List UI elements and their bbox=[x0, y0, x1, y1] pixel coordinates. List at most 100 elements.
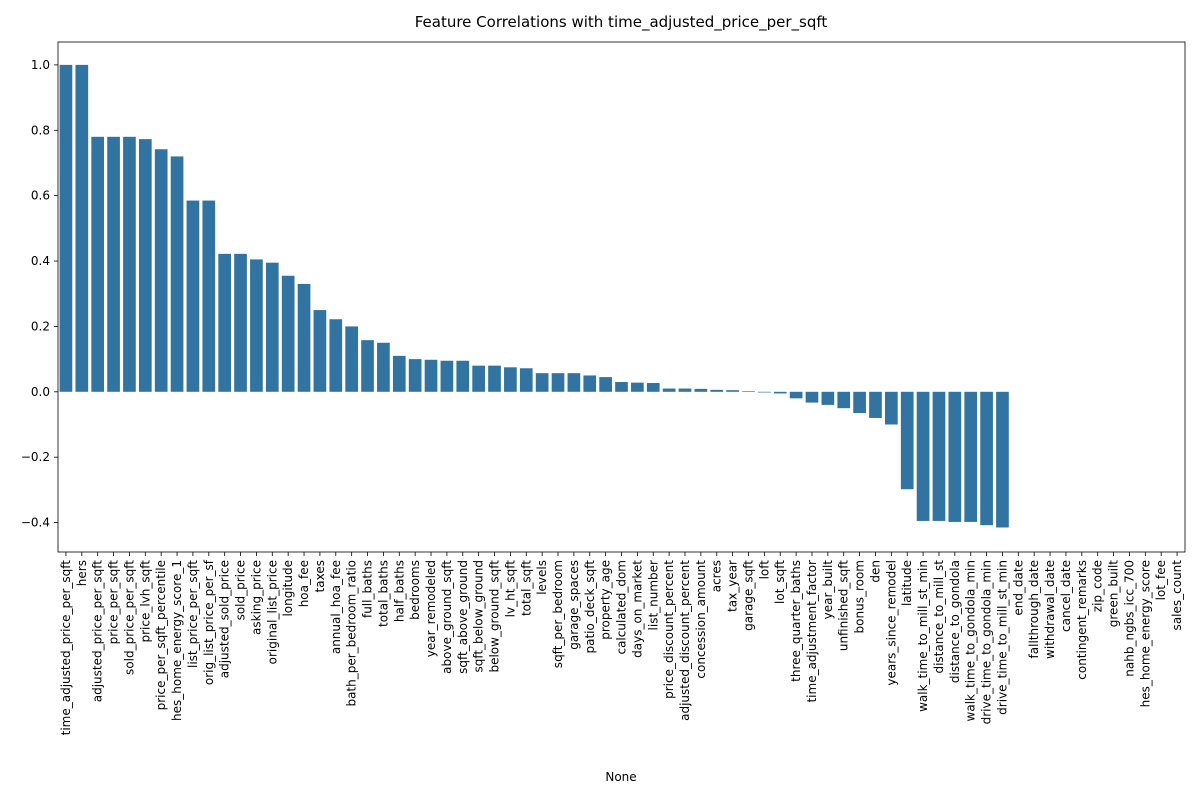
x-tick-label: sales_count bbox=[1170, 560, 1184, 631]
x-tick-label: bath_per_bedroom_ratio bbox=[345, 560, 359, 707]
bar bbox=[234, 253, 247, 392]
bar bbox=[345, 326, 359, 392]
plot-area: 1.0 0.8 0.6 0.4 0.2 0.0 −0.2 −0.4 time_adjusted_… bbox=[21, 41, 1186, 735]
x-tick-label: latitude bbox=[900, 560, 914, 606]
y-tick-label: 0.8 bbox=[31, 123, 50, 137]
bar bbox=[773, 391, 787, 394]
x-tick-label: tax_year bbox=[726, 560, 740, 612]
bar bbox=[440, 360, 454, 392]
x-tick-label: loft bbox=[757, 560, 771, 580]
x-tick-label: property_age bbox=[599, 560, 613, 640]
x-tick-label: adjusted_discount_percent bbox=[678, 560, 692, 721]
x-tick-label: unfinished_sqft bbox=[837, 560, 851, 651]
x-tick-label: drive_time_to_gondola_min bbox=[980, 560, 994, 724]
x-tick-label: half_baths bbox=[392, 560, 406, 622]
bar bbox=[107, 136, 120, 392]
bar bbox=[472, 365, 485, 392]
x-tick-label: three_quarter_baths bbox=[789, 560, 803, 682]
y-tick-label: 0.4 bbox=[31, 254, 50, 268]
bar bbox=[694, 388, 708, 392]
x-tick-label: drive_time_to_mill_st_min bbox=[995, 560, 1009, 715]
bar bbox=[313, 310, 327, 392]
x-tick-label: acres bbox=[710, 560, 724, 592]
x-tick-label: calculated_dom bbox=[615, 560, 629, 655]
x-tick-label: lot_fee bbox=[1154, 560, 1168, 600]
x-tick-label: total_sqft bbox=[519, 560, 533, 616]
x-tick-label: hes_home_energy_score_1 bbox=[170, 560, 184, 721]
x-tick-label: sqft_above_ground bbox=[456, 560, 470, 674]
x-tick-label: distance_to_gondola bbox=[948, 560, 962, 683]
bar bbox=[281, 275, 295, 392]
x-tick-label: concession_amount bbox=[694, 560, 708, 679]
x-tick-label: hers bbox=[75, 560, 89, 586]
bar bbox=[567, 373, 581, 392]
x-tick-label: fallthrough_date bbox=[1027, 560, 1041, 658]
bar bbox=[250, 259, 263, 392]
x-tick-label: green_built bbox=[1107, 560, 1121, 628]
x-tick-label: below_ground_sqft bbox=[488, 560, 502, 673]
x-tick-label: price_discount_percent bbox=[662, 560, 676, 699]
x-tick-label: list_price_per_sqft bbox=[186, 560, 200, 668]
x-tick-label: zip_code bbox=[1091, 560, 1105, 612]
x-tick-label: longitude bbox=[281, 560, 295, 617]
x-tick-label: price_lvh_sqft bbox=[138, 560, 152, 643]
bar bbox=[726, 390, 739, 392]
bar bbox=[996, 391, 1009, 528]
x-tick-label: bedrooms bbox=[408, 560, 422, 620]
bar bbox=[392, 355, 406, 392]
x-tick-label: full_baths bbox=[361, 560, 375, 618]
bar bbox=[599, 377, 612, 392]
x-tick-label: hes_home_energy_score bbox=[1138, 560, 1152, 707]
bar bbox=[202, 200, 216, 392]
x-tick-label: lot_sqft bbox=[773, 560, 787, 604]
bar bbox=[59, 64, 73, 392]
x-tick-label: price_per_sqft bbox=[107, 560, 121, 645]
x-tick-label: contingent_remarks bbox=[1075, 560, 1089, 680]
x-tick-label: walk_time_to_gondola_min bbox=[964, 560, 978, 721]
bar bbox=[218, 253, 232, 392]
y-tick-label: −0.2 bbox=[21, 450, 50, 464]
bar bbox=[646, 382, 660, 392]
bar bbox=[805, 391, 819, 403]
bar bbox=[631, 382, 644, 392]
x-tick-label: garage_sqft bbox=[741, 560, 755, 631]
x-tick-label: sqft_below_ground bbox=[472, 560, 486, 673]
bar bbox=[678, 388, 692, 392]
x-tick-label: bonus_room bbox=[853, 560, 867, 633]
x-tick-label: garage_spaces bbox=[567, 560, 581, 650]
bar bbox=[504, 367, 517, 392]
x-tick-label: asking_price bbox=[249, 560, 263, 635]
bar bbox=[980, 391, 993, 526]
bar bbox=[535, 373, 549, 392]
bar bbox=[789, 391, 803, 399]
x-tick-label: year_built bbox=[821, 560, 835, 620]
x-tick-label: above_ground_sqft bbox=[440, 560, 454, 674]
y-tick-label: 0.0 bbox=[31, 385, 50, 399]
bar bbox=[710, 389, 724, 392]
x-tick-label: cancel_date bbox=[1059, 560, 1073, 632]
x-tick-label: years_since_remodel bbox=[884, 560, 898, 686]
x-tick-label: adjusted_price_per_sqft bbox=[91, 560, 105, 703]
bar bbox=[75, 64, 89, 392]
x-tick-label: lv_ht_sqft bbox=[503, 560, 517, 618]
bar bbox=[488, 365, 501, 392]
x-tick-label: time_adjustment_factor bbox=[805, 560, 819, 703]
y-tick-label: 0.2 bbox=[31, 319, 50, 333]
bar bbox=[964, 391, 978, 522]
x-tick-label: total_baths bbox=[376, 560, 390, 627]
bar bbox=[361, 340, 374, 392]
x-tick-label: year_remodeled bbox=[424, 560, 438, 657]
x-tick-label: orig_list_price_per_sf bbox=[202, 559, 216, 685]
bar bbox=[424, 359, 438, 392]
x-axis-label: None bbox=[605, 770, 636, 784]
bar bbox=[916, 391, 930, 521]
bar bbox=[377, 342, 390, 392]
bar bbox=[821, 391, 835, 405]
x-tick-label: taxes bbox=[313, 560, 327, 592]
x-tick-label: walk_time_to_mill_st_min bbox=[916, 560, 930, 712]
x-tick-label: patio_deck_sqft bbox=[583, 560, 597, 654]
bar bbox=[154, 149, 168, 392]
x-tick-label: den bbox=[868, 560, 882, 583]
x-tick-label: list_number bbox=[646, 560, 660, 631]
